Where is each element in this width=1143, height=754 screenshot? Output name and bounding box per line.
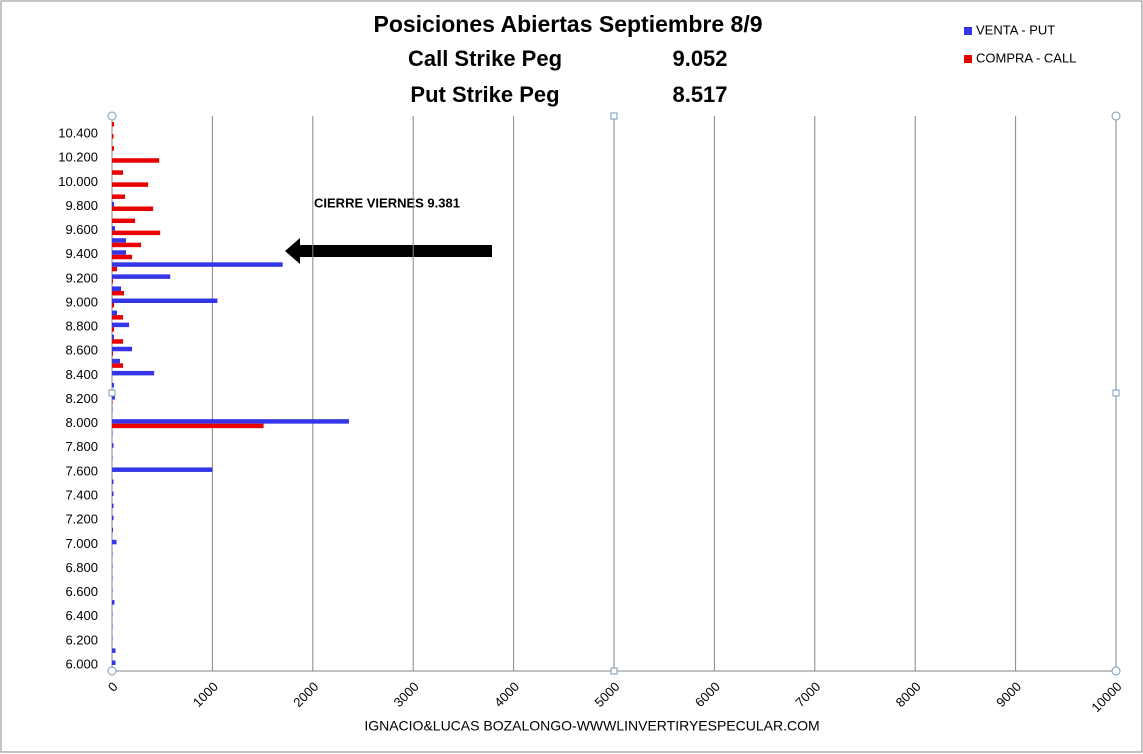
bar — [112, 346, 133, 352]
bar — [112, 491, 114, 497]
legend-swatch — [964, 55, 972, 63]
bar — [112, 303, 115, 308]
y-tick-label: 7.000 — [65, 536, 98, 551]
y-tick-label: 10.200 — [58, 150, 98, 165]
bar — [112, 334, 115, 340]
arrow — [285, 238, 492, 264]
legend-swatch — [964, 27, 972, 35]
bar — [112, 194, 126, 199]
bar — [112, 467, 213, 472]
bar — [112, 170, 124, 175]
bar — [112, 370, 155, 376]
bar — [112, 339, 124, 344]
bar — [112, 218, 136, 224]
bar — [112, 636, 113, 641]
bar — [112, 423, 264, 429]
y-tick-label: 9.400 — [65, 246, 98, 261]
bar — [112, 551, 113, 557]
bar — [112, 226, 116, 231]
bar — [112, 358, 121, 364]
y-tick-label: 10.000 — [58, 174, 98, 189]
bar — [112, 298, 218, 304]
peg-value: 8.517 — [672, 82, 727, 107]
bar — [112, 274, 171, 279]
bar — [112, 242, 142, 248]
bar — [112, 612, 113, 617]
bar — [112, 407, 113, 412]
y-tick-label: 9.000 — [65, 294, 98, 309]
y-tick-label: 10.400 — [58, 126, 98, 141]
selection-handles — [107, 111, 1121, 676]
bar — [112, 122, 115, 127]
bar — [112, 624, 113, 629]
y-tick-label: 7.600 — [65, 463, 98, 478]
y-tick-label: 8.800 — [65, 319, 98, 334]
bar — [112, 134, 114, 139]
bar — [112, 539, 117, 545]
y-tick-label: 6.600 — [65, 584, 98, 599]
bar — [112, 479, 114, 484]
bar — [112, 443, 114, 448]
y-tick-label: 8.600 — [65, 343, 98, 358]
chart-title: Posiciones Abiertas Septiembre 8/9 — [373, 11, 762, 37]
bar — [112, 158, 160, 163]
y-tick-label: 6.000 — [65, 656, 98, 671]
bar — [112, 182, 149, 187]
bar — [112, 399, 113, 405]
bar — [112, 254, 133, 260]
bar — [112, 327, 115, 332]
y-tick-label: 7.400 — [65, 487, 98, 502]
y-tick-label: 8.200 — [65, 391, 98, 406]
peg-label: Put Strike Peg — [410, 82, 559, 107]
footer: IGNACIO&LUCAS BOZALONGO-WWWLINVERTIRYESP… — [364, 718, 819, 734]
bar — [112, 230, 161, 236]
bar — [112, 395, 116, 400]
bar — [112, 563, 113, 569]
bar — [112, 382, 115, 388]
bar — [112, 266, 118, 272]
bar — [112, 503, 114, 509]
bar — [112, 588, 113, 593]
y-tick-label: 9.600 — [65, 222, 98, 237]
bar — [112, 286, 122, 291]
legend-label: VENTA - PUT — [976, 22, 1055, 37]
y-tick-label: 7.200 — [65, 512, 98, 527]
legend-label: COMPRA - CALL — [976, 50, 1076, 65]
bar — [112, 515, 114, 521]
bar — [112, 322, 130, 328]
peg-value: 9.052 — [672, 46, 727, 71]
bar — [112, 262, 283, 267]
y-tick-label: 8.000 — [65, 415, 98, 430]
bar — [112, 206, 154, 211]
y-tick-label: 6.200 — [65, 632, 98, 647]
peg-label: Call Strike Peg — [408, 46, 562, 71]
bar — [112, 278, 114, 284]
bar — [112, 419, 349, 424]
bar — [112, 290, 125, 296]
bar — [112, 238, 127, 243]
y-tick-label: 6.800 — [65, 560, 98, 575]
y-tick-label: 9.200 — [65, 270, 98, 285]
bar — [112, 600, 115, 605]
bar — [112, 310, 118, 316]
bar — [112, 351, 114, 356]
bar — [112, 250, 127, 255]
bar — [112, 315, 124, 320]
annotation: CIERRE VIERNES 9.381 — [314, 195, 460, 210]
bar — [112, 527, 114, 533]
bar — [112, 146, 115, 151]
y-tick-label: 9.800 — [65, 198, 98, 213]
bar — [112, 363, 124, 368]
y-tick-label: 8.400 — [65, 367, 98, 382]
y-tick-label: 6.400 — [65, 608, 98, 623]
bar — [112, 201, 115, 207]
y-tick-label: 7.800 — [65, 439, 98, 454]
bar — [112, 455, 113, 460]
bar — [112, 576, 113, 581]
bar — [112, 431, 113, 436]
bar — [112, 660, 116, 665]
bar — [112, 648, 116, 653]
